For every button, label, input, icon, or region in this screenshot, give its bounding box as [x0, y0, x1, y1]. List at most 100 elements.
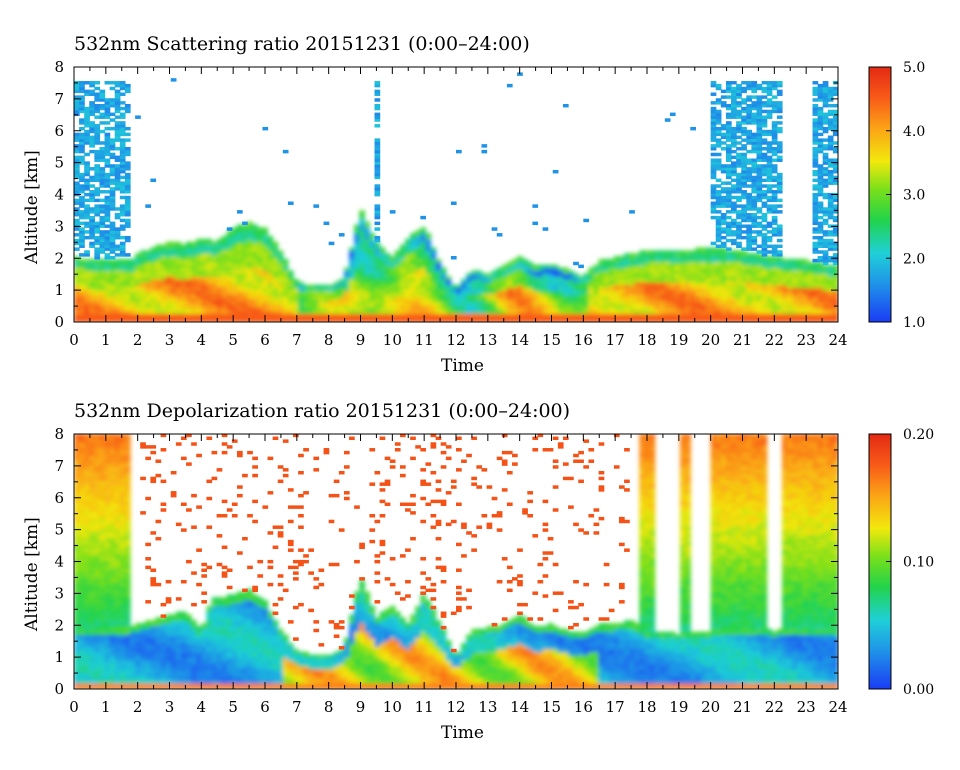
heatmap-cell	[771, 204, 778, 208]
heatmap-cell	[293, 290, 299, 294]
heatmap-cell	[522, 281, 528, 286]
heatmap-cell	[822, 92, 829, 96]
heatmap-cell	[624, 270, 630, 274]
heatmap-cell	[180, 281, 187, 286]
heatmap-cell	[236, 290, 243, 294]
heatmap-cell	[206, 250, 213, 254]
heatmap-cell	[445, 290, 452, 294]
heatmap-cell	[761, 132, 768, 137]
heatmap-cell	[165, 313, 172, 317]
heatmap-cell	[720, 103, 727, 108]
heatmap-cell	[792, 278, 798, 283]
heatmap-cell	[827, 175, 834, 180]
heatmap-cell	[817, 190, 824, 194]
heatmap-cell	[751, 204, 758, 208]
heatmap-cell	[659, 267, 666, 271]
heatmap-cell	[104, 152, 111, 157]
heatmap-cell	[476, 284, 483, 289]
heatmap-cell	[537, 313, 544, 317]
heatmap-cell	[201, 310, 208, 314]
heatmap-cell	[165, 281, 172, 286]
heatmap-cell	[349, 316, 355, 320]
heatmap-cell	[685, 284, 691, 289]
heatmap-cell	[751, 270, 758, 274]
heatmap-cell	[731, 190, 737, 194]
heatmap-cell	[79, 313, 85, 317]
heatmap-cell	[94, 192, 101, 197]
heatmap-cell	[644, 261, 651, 266]
heatmap-cell	[822, 293, 829, 297]
heatmap-cell	[119, 276, 126, 280]
heatmap-cell	[74, 227, 80, 231]
heatmap-cell	[79, 86, 85, 91]
heatmap-cell	[715, 278, 722, 283]
heatmap-cell	[756, 296, 763, 300]
heatmap-cell	[659, 290, 666, 294]
heatmap-cell	[354, 224, 360, 228]
heatmap-cell	[639, 276, 646, 280]
heatmap-cell	[476, 304, 483, 309]
heatmap-cell	[191, 299, 197, 303]
heatmap-cell	[323, 301, 330, 306]
heatmap-cell	[827, 215, 834, 220]
heatmap-cell	[374, 227, 381, 231]
heatmap-cell	[807, 278, 814, 283]
heatmap-cell	[746, 278, 753, 283]
heatmap-cell	[812, 310, 819, 314]
heatmap-cell	[562, 103, 569, 108]
heatmap-cell	[231, 253, 238, 257]
heatmap-cell	[165, 270, 172, 274]
heatmap-cell	[776, 147, 783, 151]
heatmap-cell	[405, 313, 411, 317]
heatmap-cell	[231, 227, 238, 231]
heatmap-cell	[236, 267, 243, 271]
heatmap-cell	[527, 287, 533, 292]
heatmap-cell	[318, 293, 325, 297]
heatmap-cell	[328, 290, 335, 294]
heatmap-cell	[608, 284, 615, 289]
heatmap-cell	[252, 290, 258, 294]
heatmap-cell	[124, 167, 131, 171]
heatmap-cell	[109, 307, 116, 312]
heatmap-cell	[216, 304, 223, 309]
heatmap-cell	[79, 144, 85, 148]
heatmap-cell	[124, 258, 131, 263]
heatmap-cell	[394, 290, 401, 294]
heatmap-cell	[669, 258, 676, 263]
heatmap-cell	[832, 227, 838, 231]
heatmap-cell	[450, 310, 457, 314]
heatmap-cell	[629, 273, 635, 277]
heatmap-cell	[771, 158, 778, 162]
heatmap-cell	[720, 270, 727, 274]
heatmap-cell	[624, 316, 630, 320]
heatmap-cell	[109, 118, 116, 122]
heatmap-cell	[501, 273, 508, 277]
heatmap-cell	[231, 293, 238, 297]
heatmap-cell	[425, 301, 432, 306]
heatmap-cell	[354, 235, 360, 240]
heatmap-cell	[267, 267, 274, 271]
heatmap-cell	[669, 287, 676, 292]
heatmap-cell	[384, 264, 391, 269]
heatmap-cell	[822, 152, 829, 157]
heatmap-cell	[293, 304, 299, 309]
heatmap-cell	[476, 296, 483, 300]
x-tick-label: 24	[828, 331, 847, 349]
heatmap-cell	[99, 190, 106, 194]
heatmap-cell	[369, 276, 376, 280]
heatmap-cell	[170, 281, 177, 286]
heatmap-cell	[109, 319, 116, 322]
heatmap-cell	[822, 316, 829, 320]
heatmap-cell	[720, 284, 727, 289]
heatmap-cell	[720, 290, 727, 294]
heatmap-cell	[247, 284, 253, 289]
heatmap-cell	[639, 256, 646, 260]
heatmap-cell	[277, 301, 284, 306]
heatmap-cell	[405, 284, 411, 289]
heatmap-cell	[287, 319, 294, 322]
heatmap-cell	[751, 215, 758, 220]
heatmap-cell	[517, 296, 523, 300]
heatmap-cell	[165, 284, 172, 289]
heatmap-cell	[832, 169, 838, 174]
